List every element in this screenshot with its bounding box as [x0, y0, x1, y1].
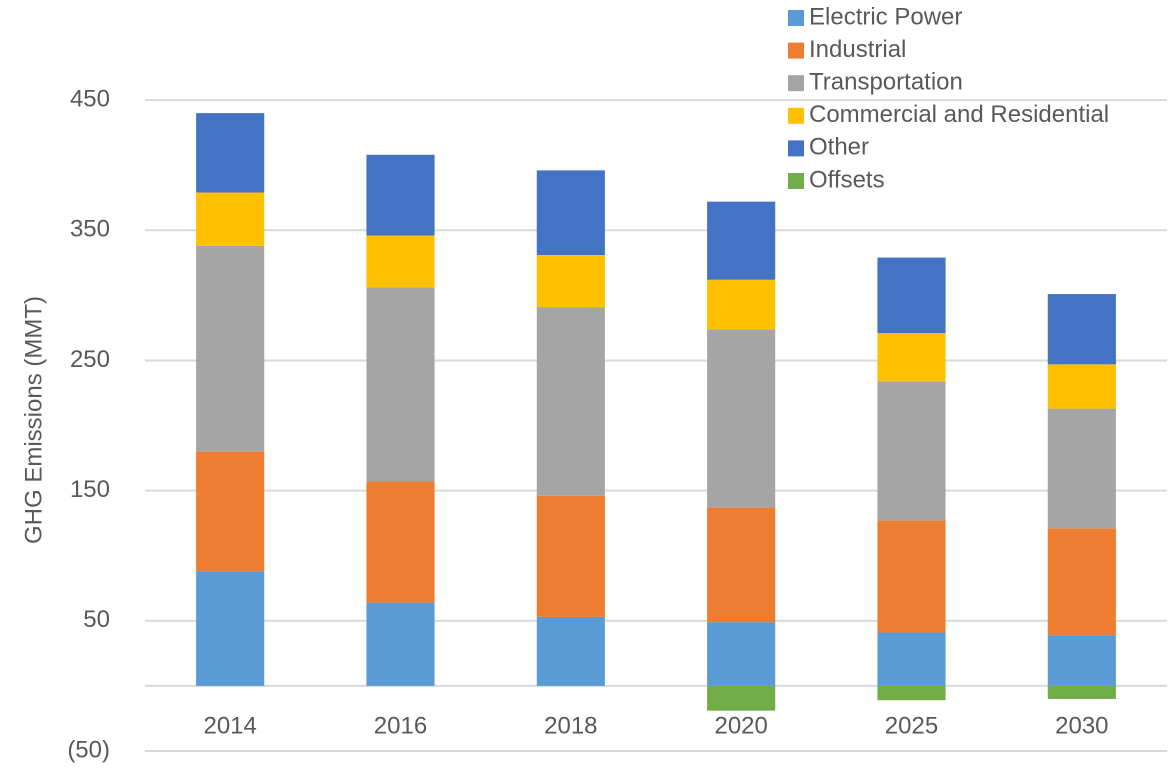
- y-tick-label: 50: [83, 606, 110, 633]
- bar-segment: [536, 616, 605, 686]
- bar-segment: [366, 602, 435, 686]
- x-tick-label: 2018: [544, 712, 597, 739]
- x-tick-label: 2030: [1055, 712, 1108, 739]
- legend-label: Electric Power: [809, 3, 962, 30]
- bar-segment: [707, 507, 776, 623]
- legend-swatch: [788, 10, 804, 26]
- bar-segment: [366, 235, 435, 288]
- y-tick-label: (50): [67, 736, 110, 763]
- bar-segment: [877, 632, 946, 686]
- bar-segment: [196, 245, 265, 452]
- bar-segment: [536, 255, 605, 308]
- bar-segment: [196, 571, 265, 686]
- bar-segment: [1047, 635, 1116, 686]
- bar-segment: [366, 154, 435, 236]
- y-tick-label: 450: [70, 85, 110, 112]
- bar-segment: [1047, 294, 1116, 365]
- legend-label: Transportation: [809, 69, 963, 96]
- bar-segment: [196, 113, 265, 193]
- legend-swatch: [788, 75, 804, 92]
- bar-segment: [1047, 408, 1116, 529]
- y-tick-label: 350: [70, 216, 110, 243]
- bar-segment: [1047, 528, 1116, 636]
- bar-segment: [877, 333, 946, 382]
- bar-segment: [536, 495, 605, 617]
- bar-segment: [536, 307, 605, 496]
- bar-segment: [536, 170, 605, 256]
- bar-segment: [366, 481, 435, 603]
- legend-swatch: [788, 140, 804, 157]
- y-tick-label: 150: [70, 476, 110, 503]
- legend-swatch: [788, 173, 804, 189]
- bar-segment: [196, 192, 265, 246]
- bar-segment: [707, 685, 776, 711]
- bar-segment: [707, 279, 776, 330]
- x-tick-label: 2016: [374, 712, 427, 739]
- x-tick-label: 2025: [885, 712, 938, 739]
- legend-label: Other: [809, 134, 869, 161]
- bar-segment: [1047, 364, 1116, 409]
- bar-segment: [707, 201, 776, 280]
- bar-segment: [707, 622, 776, 686]
- x-tick-label: 2020: [714, 712, 767, 739]
- bar-segment: [366, 287, 435, 482]
- y-tick-label: 250: [70, 346, 110, 373]
- bar-segment: [707, 329, 776, 508]
- bar-segment: [877, 381, 946, 521]
- bar-segment: [877, 257, 946, 334]
- bar-segment: [1047, 685, 1116, 699]
- bar-segment: [877, 520, 946, 633]
- legend-label: Industrial: [809, 36, 906, 63]
- legend-label: Commercial and Residential: [809, 101, 1109, 128]
- legend-swatch: [788, 42, 804, 59]
- bar-segment: [877, 685, 946, 701]
- legend-swatch: [788, 107, 804, 124]
- y-axis-title: GHG Emissions (MMT): [20, 296, 47, 544]
- legend-label: Offsets: [809, 166, 885, 193]
- bar-segment: [196, 451, 265, 572]
- x-tick-label: 2014: [203, 712, 256, 739]
